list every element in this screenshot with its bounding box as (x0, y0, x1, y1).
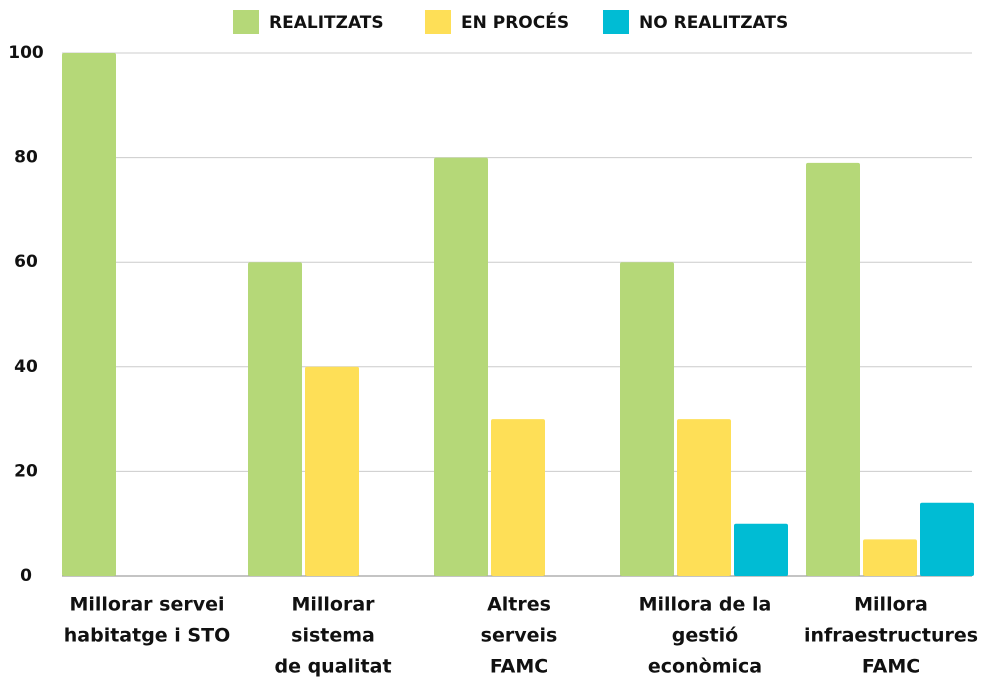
y-tick-label: 100 (8, 43, 44, 63)
x-tick-label: serveis (481, 625, 558, 647)
legend-label: NO REALITZATS (639, 13, 788, 33)
x-tick-label: gestió (672, 625, 738, 647)
x-tick-label: Millorar servei (69, 594, 224, 616)
x-tick-label: econòmica (648, 656, 762, 678)
bar (677, 419, 731, 576)
bar (920, 502, 974, 576)
legend-swatch (603, 10, 629, 34)
bar (620, 262, 674, 576)
x-tick-label: habitatge i STO (64, 625, 230, 647)
x-tick-label: sistema (291, 625, 375, 647)
bar (863, 539, 917, 576)
bar (248, 262, 302, 576)
legend-swatch (425, 10, 451, 34)
x-tick-label: Millora (854, 594, 928, 616)
x-tick-label: FAMC (490, 656, 548, 678)
bar (491, 419, 545, 576)
y-tick-label: 60 (14, 252, 38, 272)
y-tick-label: 0 (20, 566, 32, 586)
x-tick-label: Millora de la (639, 594, 772, 616)
x-tick-label: Altres (487, 594, 551, 616)
x-tick-label: infraestructures (804, 625, 978, 647)
bar (62, 53, 116, 576)
bar (806, 162, 860, 576)
y-tick-label: 80 (14, 148, 38, 168)
legend-label: EN PROCÉS (461, 11, 569, 33)
bar (434, 157, 488, 576)
x-tick-label: FAMC (862, 656, 920, 678)
legend-swatch (233, 10, 259, 34)
x-tick-label: de qualitat (274, 656, 391, 678)
y-tick-label: 40 (14, 357, 38, 377)
bar (734, 523, 788, 576)
x-tick-label: Millorar (291, 594, 375, 616)
legend-label: REALITZATS (269, 13, 384, 33)
y-tick-label: 20 (14, 461, 38, 481)
bar (305, 366, 359, 576)
